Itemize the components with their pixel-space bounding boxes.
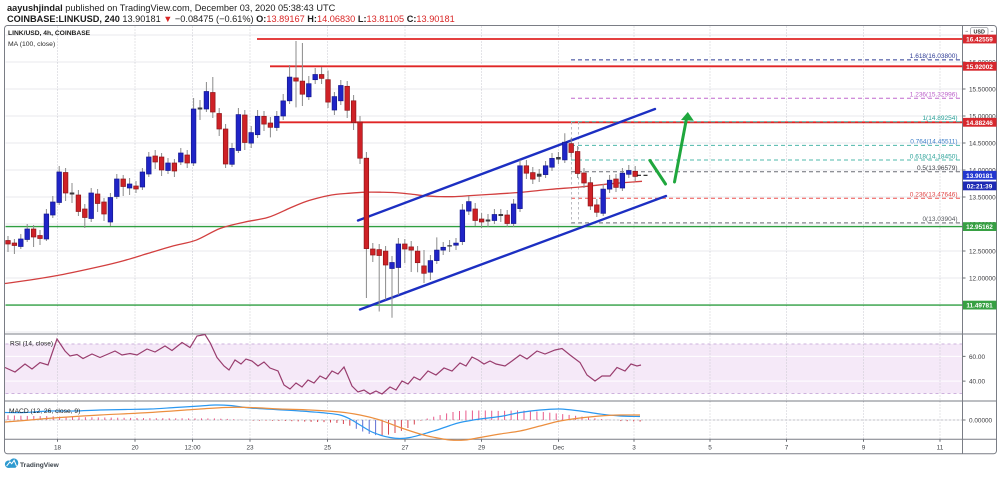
- svg-text:12:00: 12:00: [185, 444, 201, 451]
- svg-text:14.88246: 14.88246: [966, 120, 993, 127]
- svg-text:12.95162: 12.95162: [966, 224, 993, 231]
- svg-text:0.5(13.96579): 0.5(13.96579): [917, 165, 957, 172]
- svg-text:7: 7: [785, 444, 789, 451]
- svg-text:MACD (12, 26, close, 9): MACD (12, 26, close, 9): [9, 408, 80, 415]
- svg-text:LINK/USD, 4h, COINBASE: LINK/USD, 4h, COINBASE: [8, 30, 91, 37]
- svg-text:Dec: Dec: [553, 444, 565, 451]
- svg-text:02:21:39: 02:21:39: [967, 183, 993, 190]
- svg-text:9: 9: [862, 444, 866, 451]
- svg-text:USD: USD: [974, 29, 985, 35]
- svg-text:0.764(14.45511): 0.764(14.45511): [910, 139, 957, 146]
- svg-text:13.90181: 13.90181: [966, 173, 993, 180]
- svg-text:12.50000: 12.50000: [969, 248, 996, 255]
- svg-text:COINBASE:LINKUSD, 240 13.9018: COINBASE:LINKUSD, 240 13.90181 ▼ −0.0847…: [7, 14, 455, 24]
- svg-text:0(13.03904): 0(13.03904): [922, 216, 957, 223]
- svg-text:20: 20: [131, 444, 139, 451]
- svg-text:0.00000: 0.00000: [969, 417, 993, 424]
- svg-text:13.50000: 13.50000: [969, 194, 996, 201]
- svg-text:11: 11: [937, 444, 944, 451]
- svg-text:0.618(14.18450): 0.618(14.18450): [910, 153, 958, 160]
- svg-text:RSI (14, close): RSI (14, close): [10, 341, 53, 348]
- svg-text:5: 5: [708, 444, 712, 451]
- svg-text:40.00: 40.00: [969, 379, 985, 386]
- svg-text:23: 23: [246, 444, 254, 451]
- svg-text:14.50000: 14.50000: [969, 140, 996, 147]
- svg-text:1(14.89254): 1(14.89254): [922, 115, 957, 122]
- svg-text:1.618(16.03800): 1.618(16.03800): [910, 53, 958, 60]
- svg-text:15.50000: 15.50000: [969, 86, 996, 93]
- svg-text:25: 25: [324, 444, 332, 451]
- svg-text:aayushjindal published on Trad: aayushjindal published on TradingView.co…: [7, 3, 336, 13]
- svg-text:27: 27: [401, 444, 409, 451]
- svg-text:60.00: 60.00: [969, 354, 985, 361]
- svg-text:TradingView: TradingView: [20, 462, 60, 469]
- svg-text:MA (100, close): MA (100, close): [8, 41, 55, 48]
- svg-text:11.49781: 11.49781: [966, 303, 993, 310]
- svg-text:18: 18: [54, 444, 62, 451]
- svg-text:16.42559: 16.42559: [966, 37, 993, 44]
- svg-text:1.236(15.32996): 1.236(15.32996): [910, 92, 958, 99]
- svg-text:15.92002: 15.92002: [966, 64, 993, 71]
- svg-text:29: 29: [478, 444, 486, 451]
- svg-text:3: 3: [632, 444, 636, 451]
- svg-text:15.00000: 15.00000: [969, 113, 996, 120]
- svg-text:0.236(13.47646): 0.236(13.47646): [910, 192, 958, 199]
- svg-text:12.00000: 12.00000: [969, 275, 996, 282]
